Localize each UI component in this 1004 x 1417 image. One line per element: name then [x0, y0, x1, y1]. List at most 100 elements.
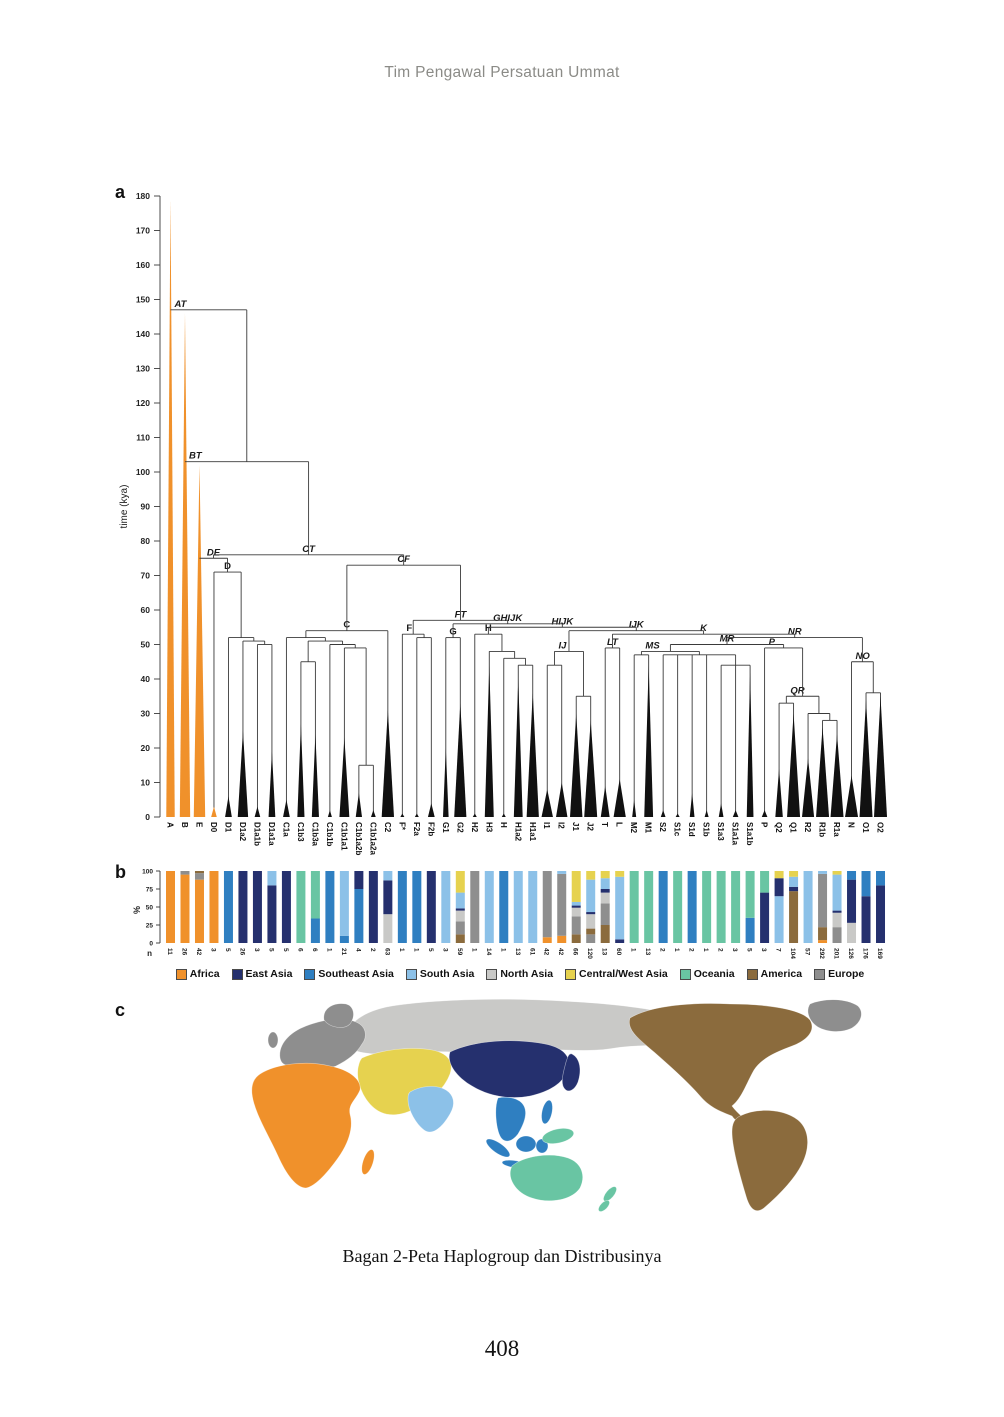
leaf-label-J2: J2 — [586, 822, 595, 831]
bar-segment-D1a2-east_asia — [238, 871, 248, 943]
n-value-C1a: 5 — [282, 948, 289, 952]
bar-segment-R1a-europe — [832, 927, 842, 943]
bar-segment-C2-south_asia — [383, 871, 393, 881]
n-value-F*: 1 — [398, 948, 405, 952]
leaf-triangle-M1 — [644, 665, 654, 817]
map-region-east-asia — [448, 1040, 570, 1098]
clade-label-NO: NO — [856, 651, 871, 662]
bar-segment-S1c-oceania — [673, 871, 683, 943]
clade-label-BT: BT — [189, 451, 203, 462]
bar-segment-H2-europe — [470, 871, 480, 943]
map-region-south-america — [731, 1110, 808, 1211]
bar-segment-D0-africa — [209, 871, 219, 943]
leaf-triangle-H — [501, 813, 506, 817]
map-region-borneo — [515, 1135, 537, 1153]
bar-segment-R1a-central_west_asia — [832, 871, 842, 875]
leaf-label-O1: O1 — [861, 822, 870, 833]
panel-a-label: a — [115, 182, 126, 202]
legend-item-central_west_asia: Central/West Asia — [565, 968, 668, 980]
leaf-triangle-C1b3 — [297, 723, 305, 817]
legend-label: North Asia — [500, 968, 554, 980]
bar-segment-R1a-south_asia — [832, 874, 842, 911]
bar-segment-J2-south_asia — [586, 879, 596, 913]
bar-segment-J1-east_asia — [571, 905, 581, 908]
n-value-R1b: 292 — [818, 948, 825, 959]
leaf-label-Q1: Q1 — [789, 822, 798, 833]
leaf-label-F2a: F2a — [412, 822, 421, 836]
legend-item-southeast_asia: Southeast Asia — [304, 968, 394, 980]
n-value-H1a2: 13 — [514, 948, 521, 956]
leaf-triangle-H1a2 — [513, 679, 523, 817]
legend-label: America — [760, 968, 803, 980]
bar-segment-S2-southeast_asia — [658, 871, 668, 943]
bar-segment-C1b3a-oceania — [310, 871, 320, 919]
leaf-label-R2: R2 — [803, 822, 812, 833]
leaf-label-H1a2: H1a2 — [513, 822, 522, 842]
bar-segment-I1-africa — [542, 937, 552, 943]
n-value-H2: 1 — [470, 948, 477, 952]
bar-segment-S1a1a-oceania — [731, 871, 741, 943]
bar-segment-H3-south_asia — [484, 871, 494, 943]
n-value-S1a3: 2 — [717, 948, 724, 952]
bar-segment-B-europe — [180, 871, 190, 875]
time-axis-tick-label: 160 — [136, 260, 150, 270]
panel-a-dendrogram: 0 10 20 30 40 50 60 70 80 90 100 110 120 130 140 150 160… — [119, 191, 888, 855]
time-axis-title: time (kya) — [119, 485, 130, 529]
bar-segment-C1b3-oceania — [296, 871, 306, 943]
n-value-D1: 5 — [224, 948, 231, 952]
leaf-label-S1a1a: S1a1a — [731, 822, 740, 846]
bar-segment-Q1-america — [789, 891, 799, 943]
leaf-triangle-I2 — [556, 782, 568, 817]
bar-segment-E-america — [194, 871, 204, 874]
leaf-triangle-C1b1a1 — [339, 737, 350, 817]
clade-label-P: P — [769, 637, 776, 648]
leaf-label-I2: I2 — [557, 822, 566, 829]
bar-segment-T-europe — [600, 903, 610, 925]
leaf-label-D1a2: D1a2 — [238, 822, 247, 842]
map-region-africa — [251, 1062, 361, 1189]
bar-segment-S1a1b-oceania — [745, 871, 755, 918]
clade-label-CT: CT — [302, 544, 316, 555]
bar-segment-S1a3-oceania — [716, 871, 726, 943]
n-value-A: 11 — [166, 948, 173, 955]
n-value-S1c: 1 — [673, 948, 680, 952]
leaf-label-F2b: F2b — [426, 822, 435, 836]
leaf-label-H3: H3 — [484, 822, 493, 833]
n-value-T: 13 — [601, 948, 608, 956]
time-axis-tick-label: 60 — [141, 605, 151, 615]
bar-segment-I2-africa — [557, 935, 567, 943]
n-value-I2: 42 — [557, 948, 564, 956]
leaf-label-C1b1a2b: C1b1a2b — [354, 822, 363, 855]
page-header: Tim Pengawal Persatuan Ummat — [384, 64, 620, 81]
map-region-new-guinea — [541, 1128, 575, 1144]
leaf-label-G2: G2 — [455, 822, 464, 833]
leaf-triangle-F2a — [414, 813, 419, 817]
n-value-E: 42 — [195, 948, 202, 956]
bar-segment-Q1-central_west_asia — [789, 871, 799, 877]
bar-segment-D1a1a-south_asia — [267, 871, 277, 886]
bar-segment-J1-north_asia — [571, 907, 581, 917]
pct-tick-label: 0 — [149, 941, 153, 948]
bar-segment-L-central_west_asia — [615, 871, 625, 877]
leaf-triangle-O2 — [874, 696, 888, 817]
time-axis-tick-label: 140 — [136, 329, 150, 339]
leaf-label-N: N — [847, 822, 856, 828]
bar-segment-T-south_asia — [600, 878, 610, 889]
bar-segment-I2-europe — [557, 873, 567, 936]
bar-segment-H-southeast_asia — [499, 871, 509, 943]
n-value-C1b1a2b: 4 — [354, 948, 361, 952]
clade-label-IJK: IJK — [629, 620, 645, 631]
leaf-triangle-A — [166, 199, 175, 817]
leaf-triangle-P — [761, 810, 768, 817]
bar-segment-T-north_asia — [600, 892, 610, 904]
time-axis-tick-label: 40 — [141, 674, 151, 684]
map-region-southeast-asia-mainland — [495, 1096, 526, 1142]
leaf-triangle-D1a2 — [237, 730, 249, 817]
bar-segment-N-southeast_asia — [847, 871, 857, 880]
leaf-triangle-N — [845, 775, 859, 817]
time-axis-tick-label: 50 — [141, 640, 151, 650]
leaf-triangle-C2 — [381, 710, 395, 817]
legend-swatch-southeast_asia — [304, 968, 316, 980]
leaf-label-B: B — [180, 822, 189, 828]
